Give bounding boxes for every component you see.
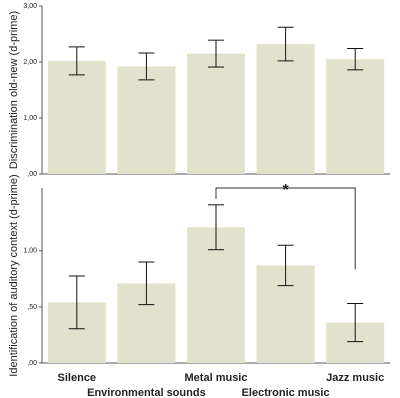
y-tick-label: 1,00 [23, 115, 37, 122]
bar [47, 60, 106, 174]
x-tick-label: Electronic music [242, 387, 330, 398]
x-tick-label: Environmental sounds [87, 387, 206, 398]
y-tick-label: ,00 [27, 171, 37, 178]
bar [117, 66, 176, 174]
y-tick-label: ,50 [27, 304, 37, 311]
bar [256, 44, 315, 174]
x-tick-label: Metal music [185, 372, 248, 384]
y-tick-label: ,00 [27, 360, 37, 367]
significance-bracket [215, 187, 356, 270]
y-axis-label: Discrimination old-new (d-prime) [8, 11, 20, 169]
bar [187, 53, 245, 174]
bar [326, 59, 385, 175]
y-tick-label: 2,00 [23, 59, 37, 66]
significance-marker: * [282, 182, 289, 199]
x-tick-label: Jazz music [326, 372, 384, 384]
y-tick-label: 3,00 [23, 3, 37, 10]
y-axis-label: Identification of auditory context (d-pr… [8, 174, 20, 376]
x-tick-label: Silence [58, 372, 97, 384]
y-tick-label: 1,00 [23, 248, 37, 255]
